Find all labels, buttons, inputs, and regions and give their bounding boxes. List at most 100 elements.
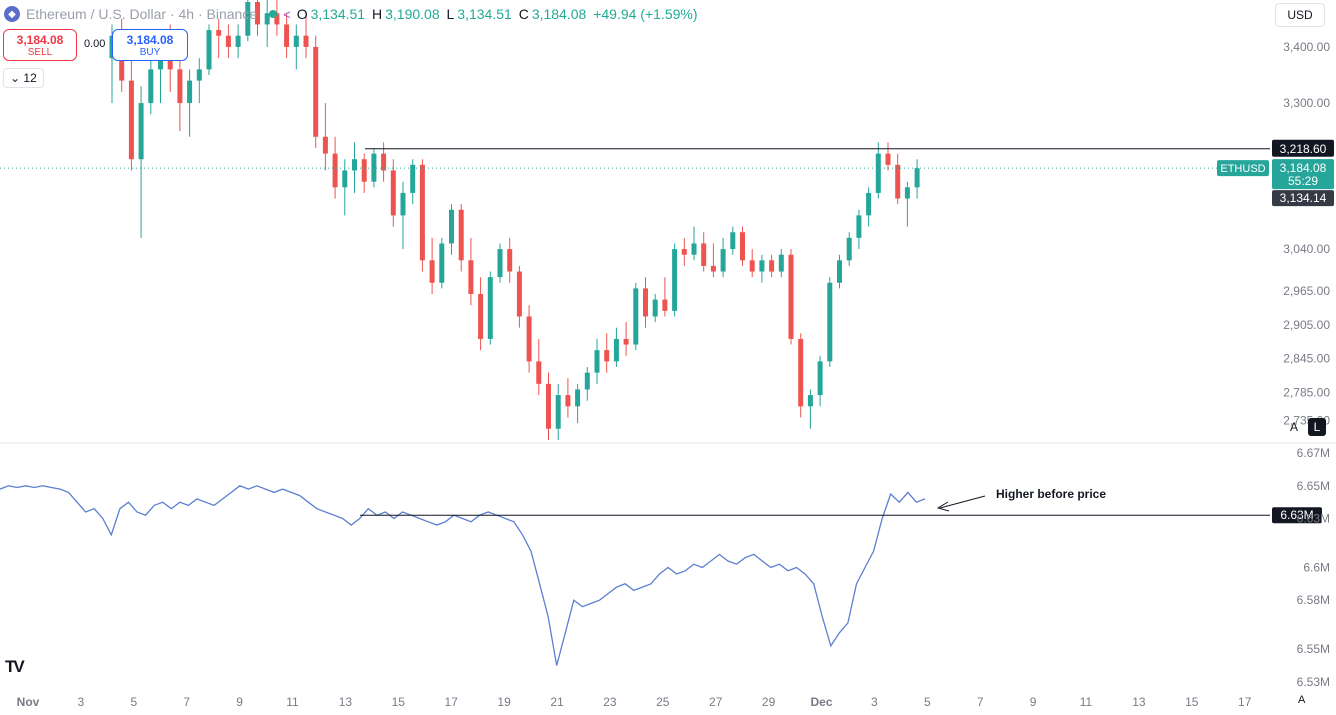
symbol-title[interactable]: Ethereum / U.S. Dollar · 4h · Binance [26,6,258,22]
candle-body [526,316,532,362]
time-tick-label: 11 [1080,695,1093,709]
candle-body [293,35,299,47]
time-tick-label: Dec [810,695,832,709]
candle-body [536,361,542,384]
candle-body [759,260,765,272]
indicator-line [0,485,926,666]
candle-body [497,249,503,278]
indicator-series [0,485,926,666]
quantity-value: 12 [23,71,37,85]
high-value: 3,190.08 [385,6,440,22]
price-tick-label: 3,300.00 [1283,96,1330,110]
prev-close-label: 3,134.14 [1280,191,1327,205]
candle-body [895,164,901,199]
quantity-selector[interactable]: ⌄ 12 [3,68,44,88]
high-label: H [371,6,383,22]
price-tick-label: 3,400.00 [1283,40,1330,54]
share-icon[interactable]: < [283,6,291,22]
time-tick-label: Nov [17,695,40,709]
candle-body [352,159,357,171]
time-tick-label: 7 [183,695,190,709]
price-tick-label: 2,965.00 [1283,284,1330,298]
candle-body [187,80,193,104]
indicator-tick-label: 6.63M [1297,512,1330,526]
indicator-tick-label: 6.53M [1297,675,1330,689]
indicator-tick-label: 6.6M [1303,561,1330,575]
candle-body [245,2,251,36]
candle-body [788,254,794,339]
candle-body [478,294,484,339]
candle-body [264,13,270,25]
candle-body [410,164,416,193]
change-value: +49.94 (+1.59%) [593,6,698,22]
tradingview-logo[interactable]: TV [5,657,25,676]
open-label: O [296,6,308,22]
candle-body [449,209,454,244]
log-scale-button[interactable]: L [1308,418,1326,436]
ethereum-logo-icon: ◆ [4,6,20,22]
time-axis-auto-button[interactable]: A [1298,694,1306,706]
time-tick-label: 11 [286,695,299,709]
candle-body [303,35,309,47]
candle-body [846,237,852,261]
time-tick-label: 21 [550,695,564,709]
countdown-label: 55:29 [1288,174,1318,188]
sell-price: 3,184.08 [16,33,64,47]
annotation-arrow [939,495,986,509]
time-tick-label: 17 [1238,695,1252,709]
candle-body [158,58,163,70]
candle-body [643,288,648,317]
candle-body [691,243,697,255]
candle-body [313,46,319,137]
candle-body [216,30,222,36]
prev-close-badge [1272,190,1334,207]
last-price-label: 3,184.08 [1280,161,1327,175]
candle-body [342,170,348,188]
currency-selector[interactable]: USD [1275,3,1325,27]
candle-body [730,232,736,250]
candle-body [322,136,328,154]
candle-body [575,389,581,407]
candle-body [546,383,551,429]
candle-body [817,361,823,396]
candle-body [652,299,658,317]
candle-body [613,338,619,362]
indicator-tick-label: 6.67M [1297,446,1330,460]
sell-label: SELL [27,47,53,58]
spread-value: 0.00 [84,38,106,50]
candle-body [710,265,716,272]
buy-price: 3,184.08 [126,33,174,47]
candle-body [361,159,367,182]
symbol-header: ◆ Ethereum / U.S. Dollar · 4h · Binance … [0,0,701,28]
candle-body [749,260,755,272]
candle-body [255,2,260,25]
candle-body [458,209,464,261]
candle-body [662,299,668,311]
symbol-badge-label: ETHUSD [1220,163,1265,175]
time-tick-label: 5 [924,695,931,709]
candle-body [604,350,610,362]
auto-scale-button[interactable]: A [1289,420,1298,434]
candle-body [827,282,833,362]
sell-button[interactable]: 3,184.08 SELL [3,29,77,61]
candle-body [914,168,920,188]
candle-body [856,215,862,238]
time-tick-label: 3 [78,695,85,709]
time-tick-label: 27 [709,695,723,709]
candlestick-series [109,0,920,440]
buy-button[interactable]: 3,184.08 BUY [112,29,188,61]
candle-body [128,80,134,160]
candle-body [875,153,881,193]
candle-body [381,153,387,171]
candle-body [837,260,842,283]
marked-level-badge [1272,139,1334,157]
candle-body [866,192,872,216]
candle-body [720,249,726,272]
candle-body [468,260,474,294]
price-tick-label: 2,845.00 [1283,352,1330,366]
candle-body [565,395,571,407]
time-tick-label: 29 [762,695,776,709]
price-tick-label: 2,905.00 [1283,318,1330,332]
candle-body [672,249,678,311]
